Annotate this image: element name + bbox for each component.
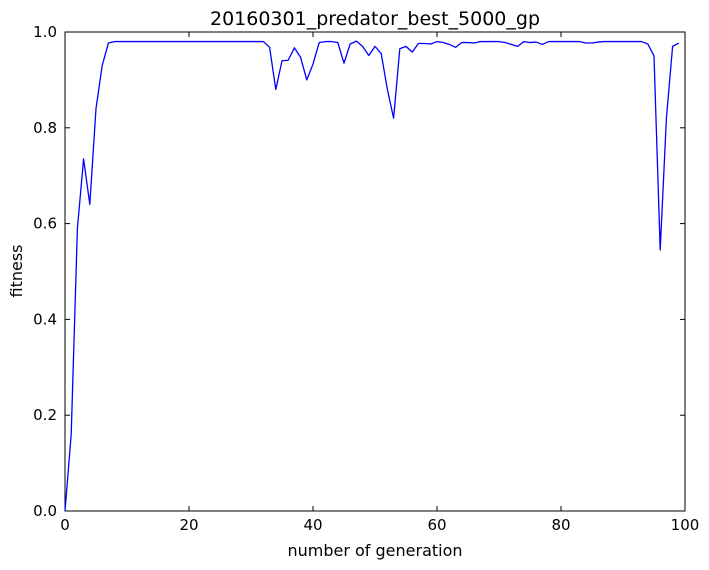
chart-title: 20160301_predator_best_5000_gp <box>210 8 540 30</box>
x-tick-label: 80 <box>551 516 570 534</box>
y-axis: 0.0 0.2 0.4 0.6 0.8 1.0 <box>33 23 685 520</box>
x-axis: 0 20 40 60 80 100 <box>60 32 699 534</box>
x-tick-label: 100 <box>671 516 700 534</box>
y-tick-label: 0.6 <box>33 215 57 233</box>
x-tick-label: 0 <box>60 516 70 534</box>
y-tick-label: 0.4 <box>33 310 57 328</box>
y-tick-label: 0.8 <box>33 119 57 137</box>
plot-area <box>64 31 686 512</box>
y-tick-label: 0.2 <box>33 406 57 424</box>
y-tick-label: 0.0 <box>33 502 57 520</box>
x-tick-label: 20 <box>179 516 198 534</box>
x-tick-label: 60 <box>427 516 446 534</box>
x-axis-label: number of generation <box>287 541 462 560</box>
fitness-line <box>64 40 680 512</box>
y-axis-label: fitness <box>7 244 26 297</box>
x-tick-label: 40 <box>303 516 322 534</box>
y-tick-label: 1.0 <box>33 23 57 41</box>
